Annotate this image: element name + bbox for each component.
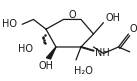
Text: O: O xyxy=(129,24,137,34)
Text: HO: HO xyxy=(18,44,33,54)
Text: NH: NH xyxy=(95,48,109,58)
Text: HO: HO xyxy=(2,19,17,29)
Text: OH: OH xyxy=(38,61,53,71)
Text: H₂O: H₂O xyxy=(74,66,93,76)
Text: OH: OH xyxy=(105,13,120,23)
Polygon shape xyxy=(46,47,56,59)
Text: O: O xyxy=(68,10,76,20)
